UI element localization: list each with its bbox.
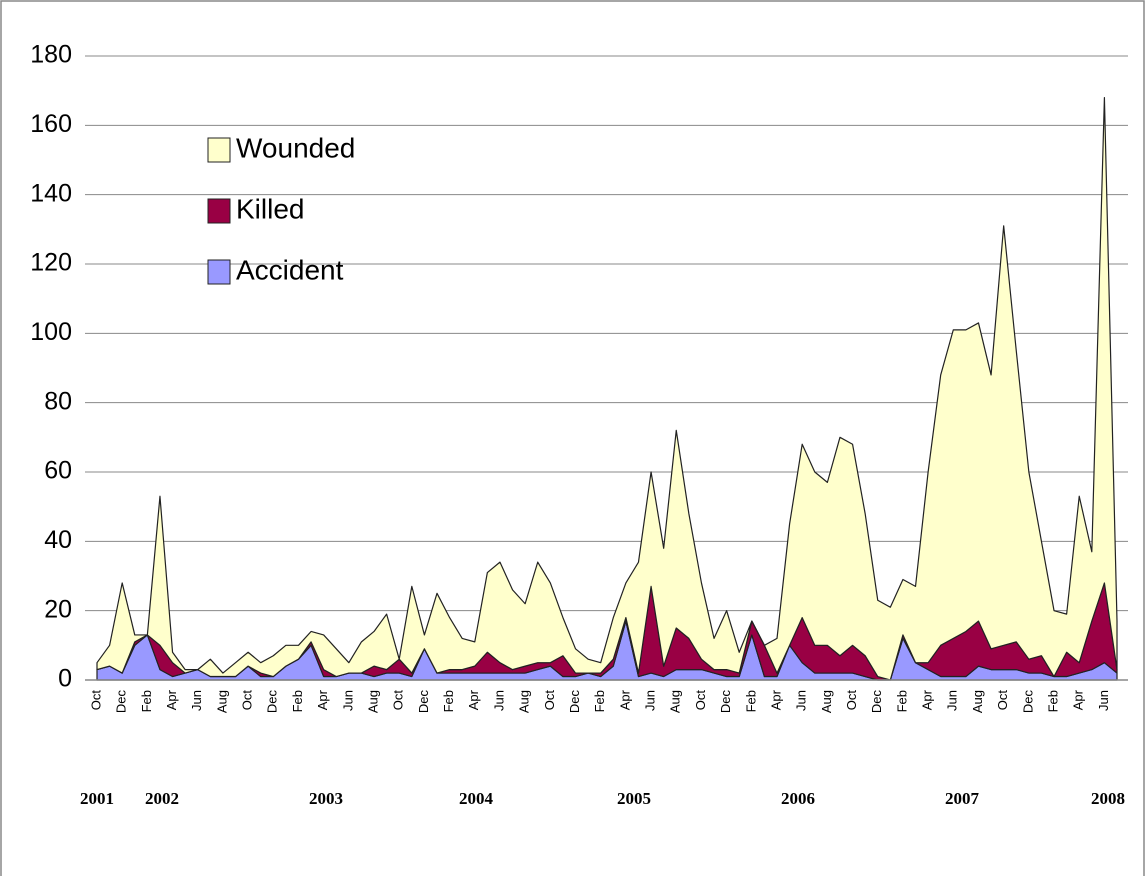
year-label: 2003: [309, 789, 343, 808]
y-tick-label: 160: [30, 110, 72, 138]
x-tick-label: Jun: [643, 690, 658, 711]
legend-label: Accident: [236, 254, 344, 285]
legend-label: Wounded: [236, 132, 355, 163]
x-tick-label: Feb: [139, 690, 154, 712]
x-tick-label: Oct: [391, 690, 406, 711]
area: [96, 97, 1118, 681]
areas: [96, 97, 1118, 681]
x-tick-label: Dec: [869, 690, 884, 714]
x-tick-label: Dec: [1020, 690, 1035, 714]
x-tick-label: Dec: [567, 690, 582, 714]
year-label: 2008: [1091, 789, 1125, 808]
x-tick-label: Apr: [466, 689, 481, 710]
x-tick-label: Apr: [920, 689, 935, 710]
x-tick-label: Dec: [718, 690, 733, 714]
year-label: 2007: [945, 789, 980, 808]
legend-label: Killed: [236, 193, 304, 224]
x-tick-label: Aug: [214, 690, 229, 713]
x-tick-label: Aug: [668, 690, 683, 713]
x-tick-label: Oct: [995, 690, 1010, 711]
x-tick-label: Dec: [416, 690, 431, 714]
x-tick-label: Apr: [617, 689, 632, 710]
y-tick-label: 40: [44, 526, 72, 554]
x-tick-label: Oct: [88, 690, 103, 711]
year-label: 2005: [617, 789, 651, 808]
year-label: 2004: [459, 789, 494, 808]
y-tick-label: 60: [44, 457, 72, 485]
x-tick-label: Feb: [290, 690, 305, 712]
x-tick-label: Oct: [542, 690, 557, 711]
x-tick-label: Oct: [693, 690, 708, 711]
x-tick-label: Feb: [441, 690, 456, 712]
y-tick-label: 0: [58, 665, 72, 693]
x-tick-label: Jun: [340, 690, 355, 711]
x-tick-label: Jun: [794, 690, 809, 711]
x-tick-label: Aug: [517, 690, 532, 713]
x-tick-label: Apr: [1071, 689, 1086, 710]
y-tick-label: 80: [44, 387, 72, 415]
x-tick-label: Oct: [240, 690, 255, 711]
x-tick-label: Feb: [894, 690, 909, 712]
y-tick-label: 180: [30, 41, 72, 69]
year-label: 2002: [145, 789, 179, 808]
y-tick-label: 100: [30, 318, 72, 346]
legend-swatch: [207, 198, 231, 224]
x-tick-label: Jun: [189, 690, 204, 711]
x-tick-label: Apr: [315, 689, 330, 710]
x-tick-label: Jun: [1096, 690, 1111, 711]
x-tick-label: Aug: [819, 690, 834, 713]
x-tick-label: Jun: [945, 690, 960, 711]
x-tick-label: Dec: [114, 690, 129, 714]
x-tick-label: Feb: [1045, 690, 1060, 712]
x-tick-label: Aug: [365, 690, 380, 713]
x-tick-label: Dec: [265, 690, 280, 714]
x-tick-label: Aug: [970, 690, 985, 713]
legend-swatch: [207, 137, 231, 163]
x-tick-label: Feb: [743, 690, 758, 712]
axes: 0 20 40 60 80 100 120 140 160 180 Oct Dec Feb Apr Jun A…: [30, 41, 1128, 808]
year-label: 2006: [781, 789, 815, 808]
year-label: 2001: [80, 789, 114, 808]
x-tick-label: Apr: [768, 689, 783, 710]
x-tick-label: Apr: [164, 689, 179, 710]
legend-swatch: [207, 259, 231, 285]
x-tick-label: Feb: [592, 690, 607, 712]
y-tick-label: 120: [30, 249, 72, 277]
x-tick-label: Oct: [844, 690, 859, 711]
x-tick-label: Jun: [491, 690, 506, 711]
y-tick-label: 140: [30, 179, 72, 207]
legend: Wounded Killed Accident: [207, 132, 355, 285]
y-tick-label: 20: [44, 595, 72, 623]
